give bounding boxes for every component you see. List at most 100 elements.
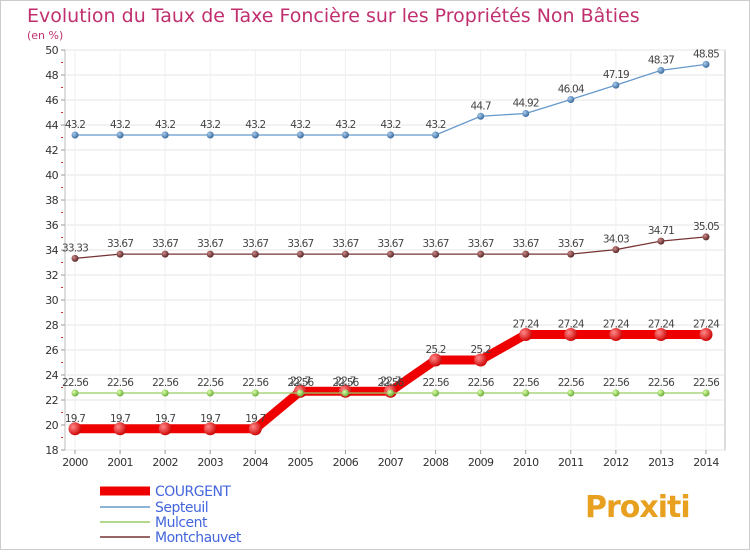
y-tick-label: 24	[45, 369, 58, 382]
data-point-courgent	[564, 328, 578, 341]
data-label-septeuil: 43.2	[290, 119, 310, 131]
data-point-mulcent	[612, 389, 620, 397]
y-tick-label: 34	[45, 244, 58, 257]
x-tick-label: 2005	[288, 456, 314, 469]
data-label-mulcent: 22.56	[152, 377, 179, 389]
data-label-mulcent: 22.56	[513, 377, 540, 389]
data-label-montchauvet: 33.67	[242, 238, 268, 250]
data-label-septeuil: 47.19	[603, 69, 629, 81]
data-point-septeuil	[161, 131, 169, 139]
data-point-montchauvet	[657, 237, 665, 245]
series-layer	[68, 60, 713, 436]
data-label-montchauvet: 33.67	[287, 238, 313, 250]
data-label-septeuil: 43.2	[335, 119, 355, 131]
y-tick-label: 38	[45, 194, 58, 207]
data-label-mulcent: 22.56	[107, 377, 134, 389]
y-tick-label: 50	[45, 44, 58, 57]
data-point-septeuil	[612, 81, 620, 89]
data-label-mulcent: 22.56	[648, 377, 675, 389]
data-point-mulcent	[432, 389, 440, 397]
data-label-mulcent: 22.56	[603, 377, 630, 389]
y-tick-label: 30	[45, 294, 58, 307]
y-tick-label: 42	[45, 144, 58, 157]
data-label-septeuil: 43.2	[425, 119, 445, 131]
data-point-mulcent	[116, 389, 124, 397]
data-label-septeuil: 43.2	[380, 119, 400, 131]
x-tick-label: 2013	[648, 456, 674, 469]
x-tick-label: 2001	[107, 456, 133, 469]
data-point-mulcent	[71, 389, 79, 397]
data-label-montchauvet: 33.67	[558, 238, 584, 250]
data-label-septeuil: 43.2	[65, 119, 85, 131]
y-tick-label: 18	[45, 444, 58, 457]
data-point-courgent	[519, 328, 533, 341]
x-tick-label: 2008	[423, 456, 449, 469]
data-label-septeuil: 43.2	[110, 119, 130, 131]
x-tick-label: 2003	[197, 456, 223, 469]
data-label-courgent: 27.24	[558, 319, 585, 331]
data-point-montchauvet	[522, 250, 530, 258]
data-label-montchauvet: 33.67	[377, 238, 403, 250]
data-point-mulcent	[522, 389, 530, 397]
data-label-courgent: 19.7	[65, 413, 85, 425]
data-point-mulcent	[387, 389, 394, 397]
data-label-courgent: 19.7	[245, 413, 265, 425]
data-label-courgent: 22.7	[380, 375, 400, 387]
data-point-septeuil	[702, 60, 710, 68]
data-point-courgent	[68, 422, 82, 436]
data-label-montchauvet: 33.67	[423, 238, 449, 250]
x-tick-label: 2007	[378, 456, 404, 469]
data-point-courgent	[429, 353, 443, 367]
data-label-septeuil: 43.2	[245, 119, 265, 131]
x-tick-label: 2006	[333, 456, 359, 469]
chart-title: Evolution du Taux de Taxe Foncière sur l…	[27, 5, 640, 27]
data-point-montchauvet	[161, 250, 169, 258]
data-label-septeuil: 43.2	[155, 119, 175, 131]
data-label-montchauvet: 33.67	[152, 238, 178, 250]
data-point-septeuil	[206, 131, 214, 139]
y-tick-label: 32	[45, 269, 58, 282]
data-point-septeuil	[477, 112, 485, 120]
data-point-montchauvet	[612, 246, 620, 254]
data-point-courgent	[699, 328, 713, 341]
data-point-montchauvet	[116, 250, 124, 258]
data-label-courgent: 25.2	[471, 344, 491, 356]
data-label-mulcent: 22.56	[197, 377, 224, 389]
data-label-courgent: 19.7	[110, 413, 130, 425]
data-point-septeuil	[567, 96, 575, 103]
data-point-mulcent	[477, 389, 485, 397]
axes: 18 20 22 24 26 28 30 32 34 36 38 40 42 44 46 48 50 2000 20…	[45, 44, 720, 469]
data-label-septeuil: 44.92	[513, 98, 539, 110]
data-point-courgent	[248, 422, 262, 436]
y-tick-label: 36	[45, 219, 58, 232]
data-point-septeuil	[657, 66, 665, 74]
data-label-mulcent: 22.56	[558, 377, 585, 389]
legend-label-montchauvet: Montchauvet	[155, 530, 242, 546]
data-point-mulcent	[341, 389, 349, 397]
data-label-mulcent: 22.56	[693, 377, 720, 389]
data-label-mulcent: 22.56	[377, 377, 404, 389]
data-label-courgent: 27.24	[693, 319, 720, 331]
data-point-courgent	[474, 353, 488, 367]
data-point-mulcent	[161, 389, 169, 397]
x-tick-label: 2002	[152, 456, 178, 469]
proxiti-logo: Proxiti	[585, 490, 691, 525]
data-label-mulcent: 22.56	[332, 377, 359, 389]
data-point-montchauvet	[477, 250, 485, 258]
x-tick-label: 2010	[513, 456, 539, 469]
x-tick-label: 2009	[468, 456, 494, 469]
data-label-septeuil: 44.7	[471, 100, 491, 112]
data-point-montchauvet	[432, 250, 440, 258]
data-point-courgent	[158, 422, 172, 436]
y-tick-label: 44	[45, 119, 58, 132]
x-tick-label: 2004	[242, 456, 268, 469]
data-point-mulcent	[567, 389, 575, 397]
data-label-montchauvet: 33.67	[468, 238, 494, 250]
data-point-courgent	[113, 422, 127, 436]
data-label-septeuil: 48.85	[693, 48, 719, 60]
data-label-septeuil: 48.37	[648, 54, 674, 66]
data-point-montchauvet	[71, 254, 79, 262]
legend-label-mulcent: Mulcent	[155, 515, 208, 531]
